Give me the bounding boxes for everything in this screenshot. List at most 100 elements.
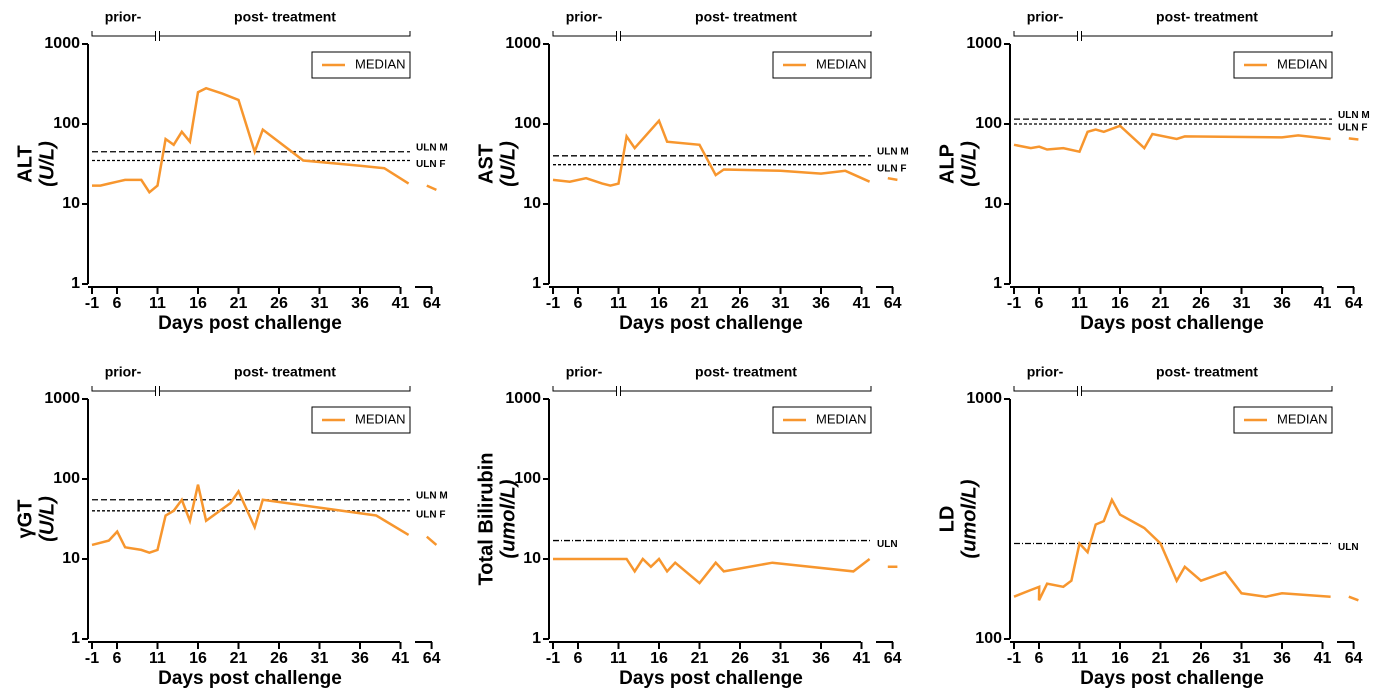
- legend-label: MEDIAN: [355, 56, 406, 71]
- x-tick-label: 26: [1192, 295, 1210, 312]
- x-axis-title: Days post challenge: [619, 668, 803, 689]
- median-line: [91, 484, 438, 555]
- y-axis-unit: (U/L): [958, 141, 980, 187]
- prior-label: prior-: [566, 364, 603, 380]
- panel: 1 10 100 1000 -1 6 11 16 21 26 31 36 41 64 Days post c…: [936, 9, 1369, 334]
- prior-label: prior-: [105, 9, 142, 25]
- x-tick-label: 41: [1314, 650, 1332, 667]
- y-axis-unit: (U/L): [36, 141, 58, 187]
- y-tick-label: 1: [993, 275, 1002, 292]
- x-tick-label: 16: [189, 650, 207, 667]
- period-bracket: [552, 31, 872, 41]
- y-tick-label: 1000: [505, 35, 541, 52]
- y-axis-unit: (umol/L): [958, 479, 980, 558]
- median-line: [1013, 124, 1359, 154]
- legend-label: MEDIAN: [1277, 411, 1328, 426]
- y-axis-title: ALT: [14, 145, 36, 182]
- x-tick-label: 64: [884, 295, 902, 312]
- x-tick-label: 41: [1314, 295, 1332, 312]
- x-tick-label: 16: [1111, 295, 1129, 312]
- x-tick-label: 6: [1035, 650, 1044, 667]
- reference-label: ULN: [877, 539, 898, 550]
- x-tick-label: 41: [392, 650, 410, 667]
- y-tick-label: 1: [71, 630, 80, 647]
- x-tick-label: 41: [853, 650, 871, 667]
- y-tick-label: 10: [62, 195, 80, 212]
- x-tick-label: 6: [113, 295, 122, 312]
- x-tick-label: 21: [691, 295, 709, 312]
- x-tick-label: 31: [311, 650, 329, 667]
- x-axis-title: Days post challenge: [1080, 668, 1264, 689]
- x-tick-label: -1: [546, 650, 560, 667]
- period-bracket: [1013, 31, 1333, 41]
- y-tick-label: 1000: [966, 390, 1002, 407]
- x-axis-title: Days post challenge: [619, 313, 803, 334]
- x-tick-label: 21: [230, 295, 248, 312]
- median-line: [92, 86, 437, 195]
- x-tick-label: -1: [1007, 650, 1021, 667]
- y-tick-label: 100: [975, 630, 1002, 647]
- x-tick-label: 36: [812, 295, 830, 312]
- x-tick-label: 11: [610, 295, 627, 312]
- x-tick-label: 31: [1233, 295, 1251, 312]
- legend-label: MEDIAN: [816, 411, 867, 426]
- reference-label: ULN M: [416, 142, 448, 153]
- reference-label: ULN M: [416, 490, 448, 501]
- reference-label: ULN M: [877, 146, 909, 157]
- post-label: post- treatment: [234, 9, 336, 25]
- x-tick-label: 64: [423, 295, 441, 312]
- legend-label: MEDIAN: [816, 56, 867, 71]
- post-label: post- treatment: [695, 9, 797, 25]
- x-axis-title: Days post challenge: [158, 313, 342, 334]
- x-tick-label: 11: [610, 650, 627, 667]
- period-bracket: [91, 386, 411, 396]
- median-line: [553, 557, 898, 585]
- x-tick-label: 36: [1273, 650, 1291, 667]
- post-label: post- treatment: [1156, 9, 1258, 25]
- reference-label: ULN M: [1338, 110, 1370, 121]
- y-tick-label: 1: [532, 275, 541, 292]
- x-tick-label: 64: [423, 650, 441, 667]
- x-tick-label: 26: [731, 650, 749, 667]
- x-tick-label: 64: [884, 650, 902, 667]
- x-tick-label: -1: [85, 295, 99, 312]
- y-tick-label: 100: [514, 115, 541, 132]
- y-tick-label: 1000: [966, 35, 1002, 52]
- x-tick-label: 16: [1111, 650, 1129, 667]
- post-label: post- treatment: [1156, 364, 1258, 380]
- x-tick-label: 6: [113, 650, 122, 667]
- x-tick-label: 6: [1035, 295, 1044, 312]
- prior-label: prior-: [566, 9, 603, 25]
- y-axis-unit: (umol/L): [497, 479, 519, 558]
- y-tick-label: 1: [71, 275, 80, 292]
- panel: 1 10 100 1000 -1 6 11 16 21 26 31 36 41 64 Days post c…: [14, 364, 447, 689]
- reference-label: ULN F: [416, 159, 445, 170]
- y-tick-label: 100: [53, 470, 80, 487]
- x-axis-title: Days post challenge: [158, 668, 342, 689]
- y-tick-label: 1000: [44, 35, 80, 52]
- y-axis-title: γGT: [14, 500, 36, 539]
- legend-label: MEDIAN: [355, 411, 406, 426]
- x-axis-title: Days post challenge: [1080, 313, 1264, 334]
- y-tick-label: 100: [514, 470, 541, 487]
- reference-label: ULN F: [877, 163, 906, 174]
- period-bracket: [552, 386, 872, 396]
- y-tick-label: 10: [523, 550, 541, 567]
- x-tick-label: 64: [1345, 295, 1363, 312]
- y-axis-title: ALP: [936, 144, 958, 184]
- x-tick-label: 26: [270, 650, 288, 667]
- x-tick-label: 36: [812, 650, 830, 667]
- x-tick-label: 31: [1233, 650, 1251, 667]
- x-tick-label: 36: [1273, 295, 1291, 312]
- legend-label: MEDIAN: [1277, 56, 1328, 71]
- x-tick-label: 21: [1152, 650, 1170, 667]
- x-tick-label: 31: [772, 295, 790, 312]
- legend-box: [311, 51, 411, 79]
- x-tick-label: 6: [574, 295, 583, 312]
- y-axis-unit: (U/L): [36, 496, 58, 542]
- y-tick-label: 1000: [505, 390, 541, 407]
- x-tick-label: 26: [731, 295, 749, 312]
- x-tick-label: -1: [1007, 295, 1021, 312]
- prior-label: prior-: [1027, 364, 1064, 380]
